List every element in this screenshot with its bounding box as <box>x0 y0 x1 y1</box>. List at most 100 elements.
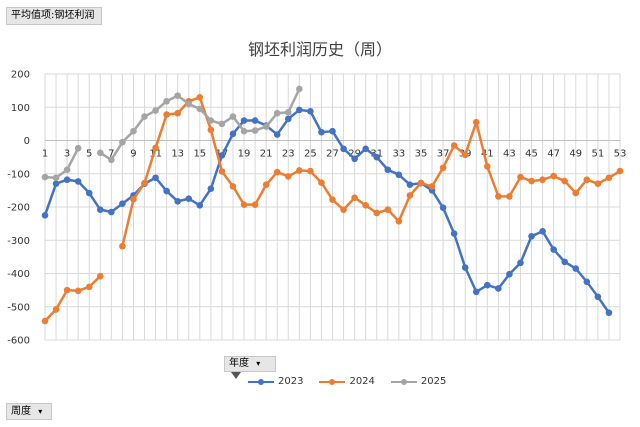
x-tick-label: 5 <box>86 149 92 160</box>
x-tick-label: 53 <box>614 149 627 160</box>
data-point-2024 <box>428 183 436 190</box>
data-point-2023 <box>229 130 237 138</box>
data-point-2024 <box>461 151 469 159</box>
data-point-2024 <box>550 172 557 180</box>
data-point-2024 <box>63 286 71 294</box>
data-point-2024 <box>616 167 624 175</box>
legend-swatch-2024 <box>319 378 346 385</box>
x-tick-label: 37 <box>437 149 450 160</box>
data-point-2024 <box>251 201 259 208</box>
data-point-2023 <box>550 246 557 253</box>
data-point-2023 <box>406 181 414 189</box>
data-point-2024 <box>495 193 502 200</box>
x-tick-label: 23 <box>282 149 295 160</box>
data-point-2023 <box>561 258 569 266</box>
data-point-2024 <box>340 206 347 213</box>
data-point-2025 <box>74 144 82 152</box>
data-point-2024 <box>384 206 392 213</box>
data-point-2024 <box>296 167 303 174</box>
legend-item-2025[interactable]: 2025 <box>390 376 447 387</box>
x-tick-label: 41 <box>481 149 494 160</box>
legend-swatch-2023 <box>248 378 274 385</box>
data-point-2024 <box>207 126 215 134</box>
y-axis-ticks: 200 100 0 -100 -200 -300 -400 -500 -600 <box>7 70 30 347</box>
x-axis-ticks: 1357911131517192123252729313335373941434… <box>42 149 627 160</box>
week-field-button[interactable]: 周度 ▾ <box>6 403 52 420</box>
data-point-2025 <box>52 174 60 182</box>
grid-lines <box>44 73 621 341</box>
data-point-2024 <box>506 193 513 200</box>
data-point-2023 <box>96 206 104 213</box>
filter-icon <box>231 371 241 379</box>
legend: 2023 2024 2025 <box>248 376 446 387</box>
dropdown-arrow-icon: ▾ <box>256 359 261 368</box>
x-tick-label: 15 <box>193 149 206 160</box>
y-tick-label: -500 <box>7 302 30 313</box>
data-point-2023 <box>163 187 170 195</box>
data-point-2025 <box>262 123 270 130</box>
data-point-2023 <box>174 198 181 205</box>
data-point-2025 <box>119 138 126 146</box>
data-point-2023 <box>218 152 226 159</box>
data-point-2024 <box>85 283 93 291</box>
data-point-2025 <box>196 105 204 113</box>
data-point-2024 <box>240 201 248 208</box>
data-point-2024 <box>373 209 381 217</box>
data-point-2024 <box>472 118 480 126</box>
x-tick-label: 25 <box>304 149 317 160</box>
legend-label-2025: 2025 <box>420 376 447 387</box>
x-tick-label: 47 <box>547 149 560 160</box>
legend-item-2023[interactable]: 2023 <box>248 376 303 387</box>
data-point-2023 <box>495 285 502 292</box>
y-tick-label: -600 <box>7 336 30 347</box>
data-point-2025 <box>41 173 49 181</box>
data-point-2023 <box>472 288 480 296</box>
data-point-2025 <box>108 156 115 164</box>
series-line-2024 <box>121 96 621 247</box>
value-field-label: 平均值项:钢坯利润 <box>11 10 95 21</box>
data-point-2025 <box>229 113 237 120</box>
data-point-2023 <box>583 278 591 286</box>
data-point-2024 <box>450 142 458 149</box>
data-point-2023 <box>74 178 82 185</box>
data-point-2024 <box>583 176 591 184</box>
x-tick-label: 7 <box>108 149 114 160</box>
data-point-2023 <box>240 117 248 124</box>
data-point-2025 <box>185 100 193 108</box>
data-point-2024 <box>605 174 613 182</box>
data-point-2024 <box>218 168 226 175</box>
data-point-2024 <box>594 180 602 188</box>
x-tick-label: 19 <box>238 149 251 160</box>
data-point-2024 <box>74 287 82 295</box>
data-point-2023 <box>52 180 60 188</box>
value-field-button[interactable]: 平均值项:钢坯利润 <box>6 7 102 25</box>
x-tick-label: 9 <box>130 149 136 160</box>
year-filter-button[interactable]: 年度 ▾ <box>224 356 276 379</box>
data-point-2023 <box>63 176 71 184</box>
data-point-2023 <box>41 212 49 219</box>
data-point-2025 <box>240 127 248 135</box>
x-tick-label: 33 <box>392 149 405 160</box>
series-line-2024 <box>44 275 102 322</box>
data-point-2025 <box>152 107 159 114</box>
data-point-2024 <box>41 317 49 325</box>
data-point-2024 <box>196 93 204 101</box>
data-point-2023 <box>307 107 314 115</box>
data-point-2024 <box>130 196 137 203</box>
data-point-2023 <box>362 145 369 153</box>
data-point-2024 <box>174 109 181 117</box>
x-tick-label: 11 <box>149 149 162 160</box>
data-point-2024 <box>262 181 270 189</box>
data-point-2024 <box>351 194 358 201</box>
data-point-2023 <box>108 208 115 216</box>
data-point-2023 <box>273 131 281 138</box>
data-point-2023 <box>351 155 358 163</box>
legend-item-2024[interactable]: 2024 <box>319 376 375 387</box>
data-point-2025 <box>174 92 181 99</box>
data-point-2024 <box>307 167 314 175</box>
week-field-label: 周度 <box>11 406 31 417</box>
data-point-2025 <box>284 108 292 116</box>
data-point-2024 <box>572 189 580 197</box>
data-point-2025 <box>130 127 137 135</box>
data-point-2025 <box>163 97 170 105</box>
